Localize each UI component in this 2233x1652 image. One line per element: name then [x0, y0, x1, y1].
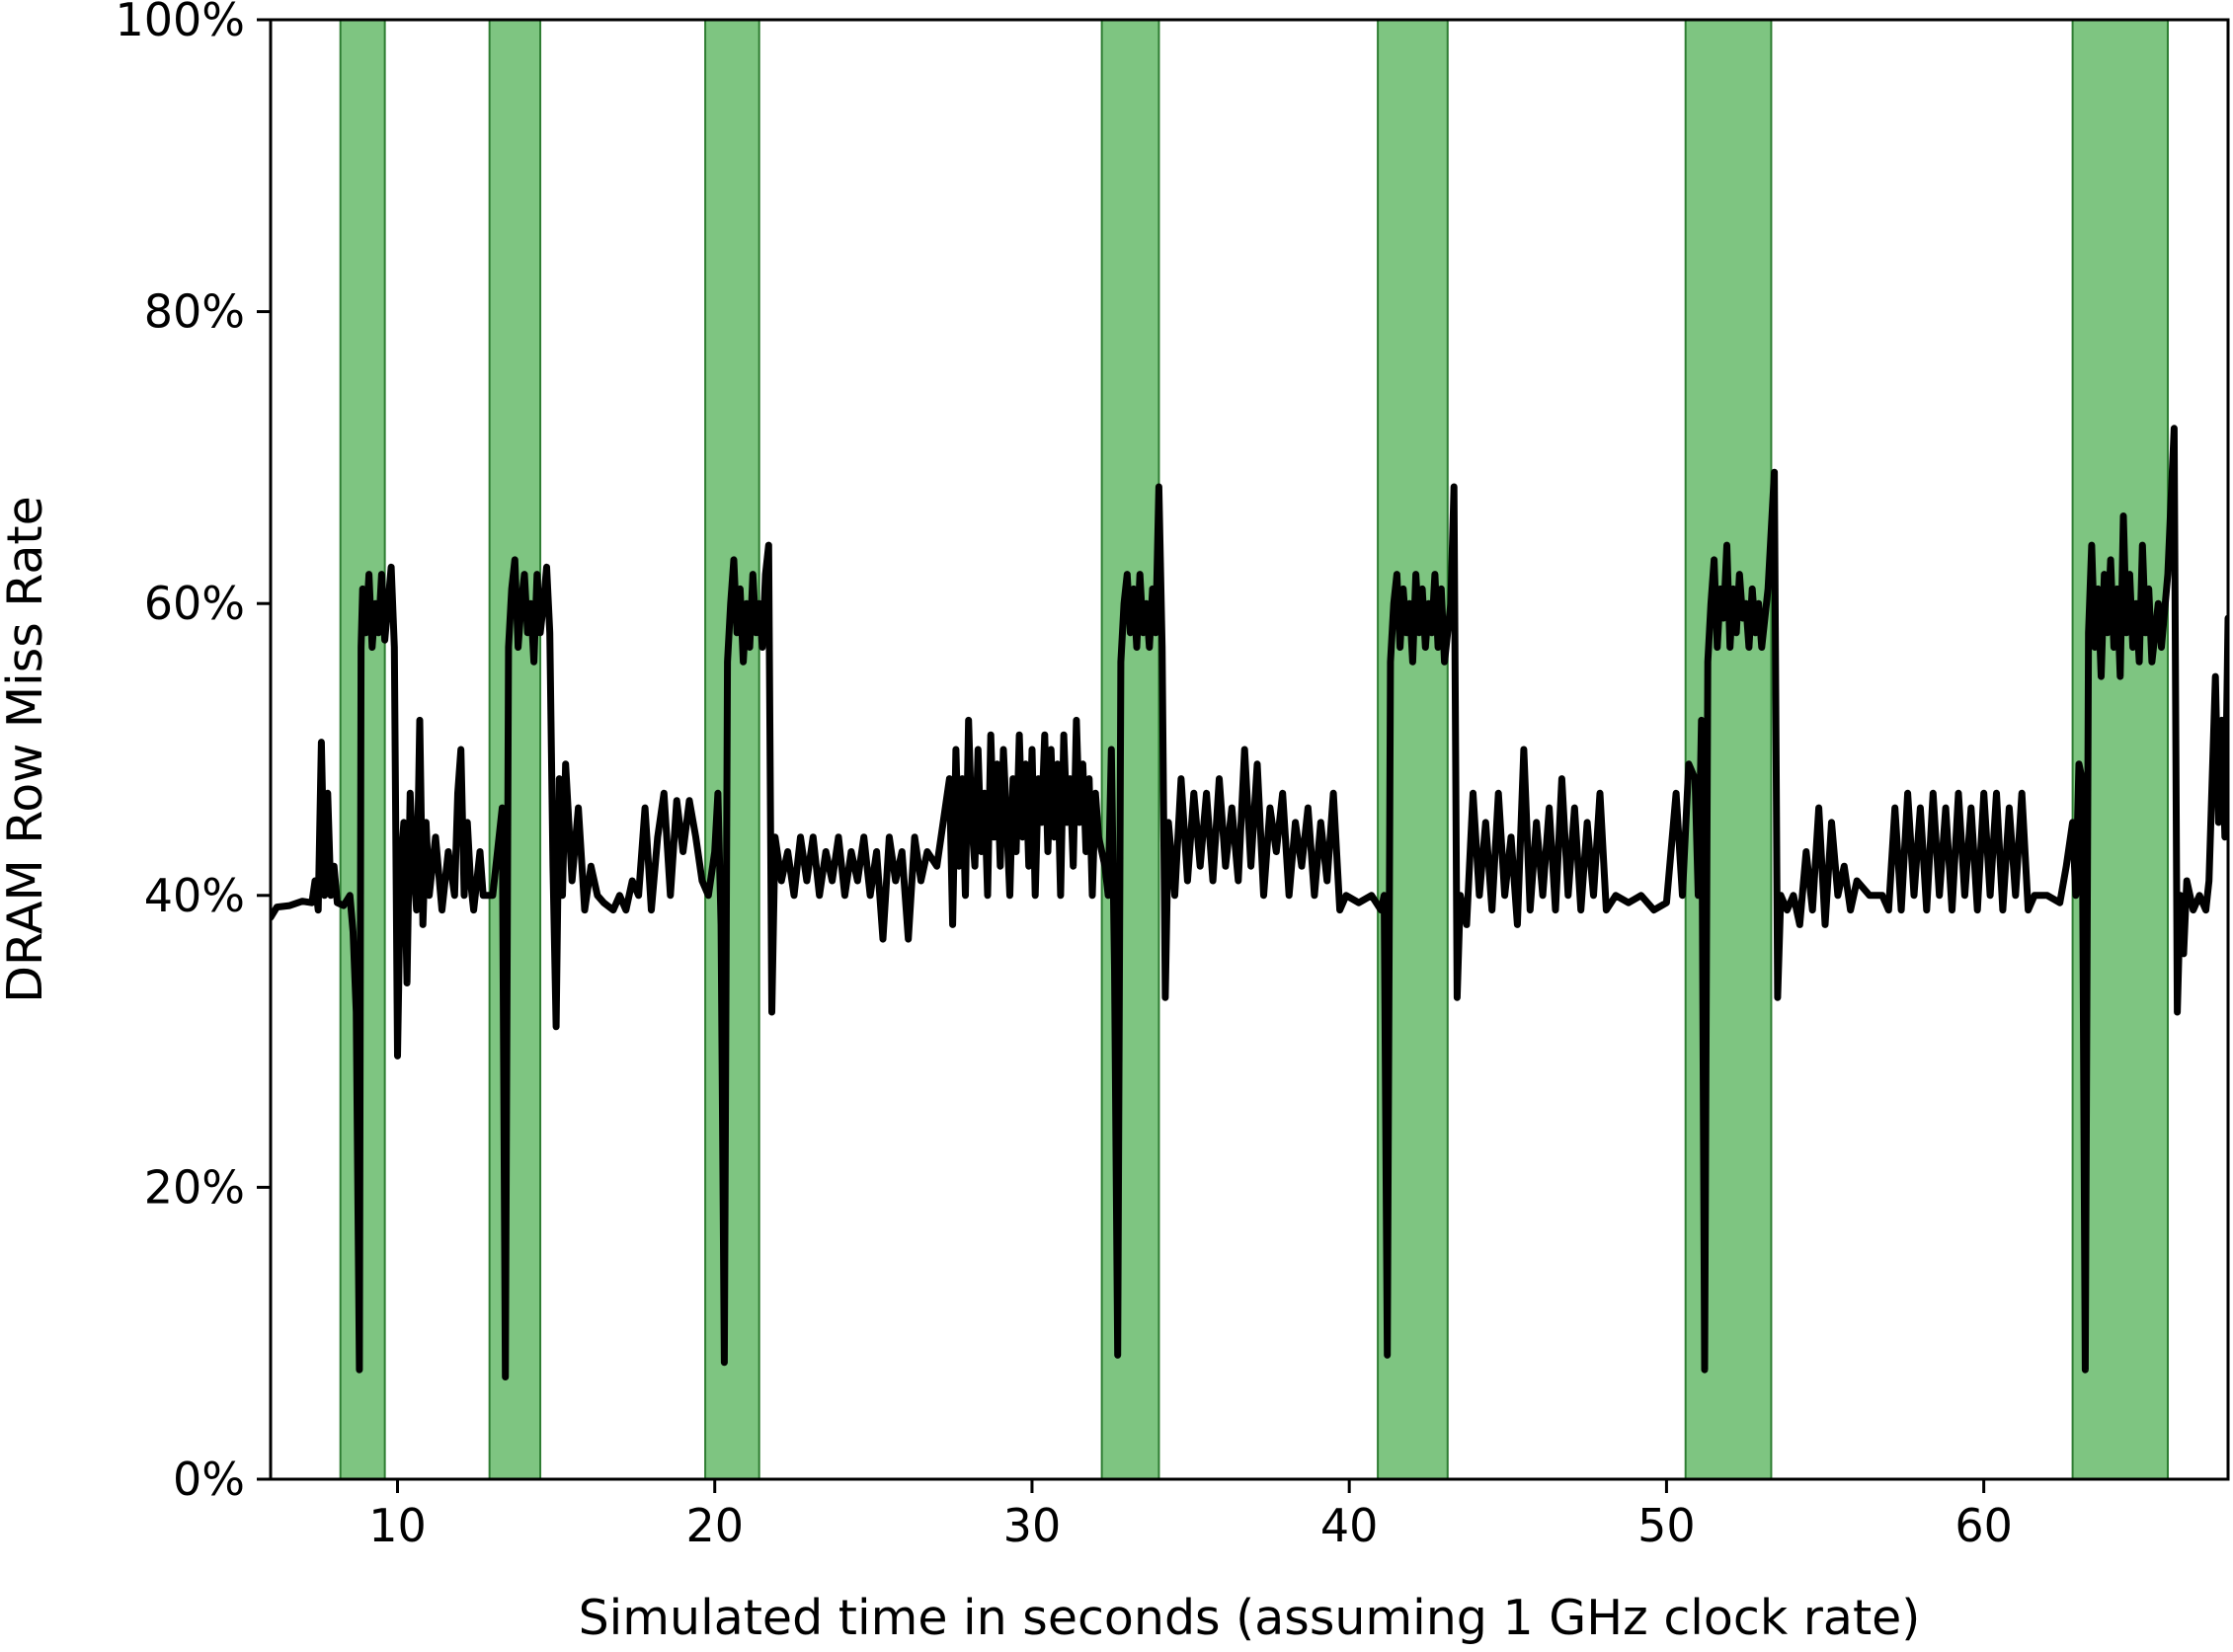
series-layer	[271, 425, 2228, 1380]
x-tick-label: 50	[1637, 1499, 1696, 1552]
highlight-span-3	[704, 19, 760, 1480]
plot-frame	[269, 18, 2230, 1481]
y-axis-label: DRAM Row Miss Rate	[0, 496, 53, 1003]
x-axis-label: Simulated time in seconds (assuming 1 GH…	[579, 1590, 1921, 1646]
y-tick-label: 40%	[144, 869, 245, 922]
x-tick-label: 30	[1003, 1499, 1062, 1552]
x-tick-label: 10	[368, 1499, 427, 1552]
highlight-span-2	[488, 19, 542, 1480]
y-tick-label: 100%	[115, 0, 245, 46]
y-tick-label: 80%	[144, 285, 245, 339]
y-tick-label: 20%	[144, 1160, 245, 1214]
y-tick-label: 0%	[173, 1453, 245, 1506]
y-axis-ticks: 0% 20% 40% 60% 80% 100%	[115, 0, 271, 1506]
x-tick-label: 60	[1954, 1499, 2013, 1552]
x-axis-ticks: 10 20 30 40 50 60	[368, 1479, 2013, 1552]
series-line-1	[271, 425, 2228, 1380]
highlight-spans	[339, 19, 2169, 1480]
y-tick-label: 60%	[144, 577, 245, 630]
x-tick-label: 20	[685, 1499, 744, 1552]
x-tick-label: 40	[1320, 1499, 1379, 1552]
